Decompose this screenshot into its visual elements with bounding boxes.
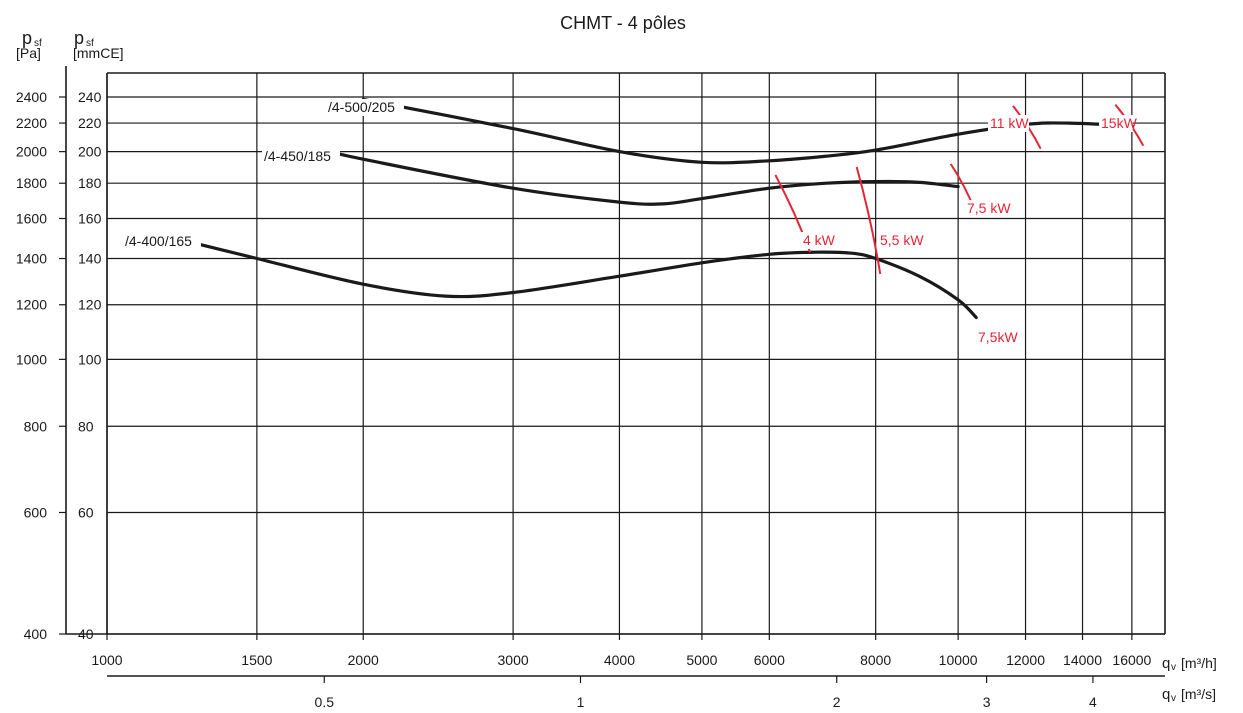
axes xyxy=(65,66,1166,677)
power-label-3: 11 kW xyxy=(990,115,1029,131)
y-axis-mmce-title: p sf [mmCE] xyxy=(73,28,124,61)
curve-label-500-205: /4-500/205 xyxy=(328,99,395,115)
y-tick-label-pa: 2400 xyxy=(16,89,47,105)
x-axis-m3h-title: q v [m³/h] xyxy=(1162,655,1217,673)
x-tick-label-m3h: 2000 xyxy=(348,652,379,668)
fan-curve-line xyxy=(322,148,960,206)
x-axis-m3h-subscript: v xyxy=(1171,662,1176,673)
power-label-1-background xyxy=(878,232,927,249)
x-tick-label-m3h: 14000 xyxy=(1063,652,1102,668)
x-tick-label-m3h: 1500 xyxy=(241,652,272,668)
power-label-4-group: 15kW xyxy=(1099,115,1138,132)
curve-label-400-165-background xyxy=(123,233,201,250)
y-tick-label-pa: 1800 xyxy=(16,175,47,191)
power-label-5: 7,5kW xyxy=(978,329,1018,345)
y-axis-mmce-label: p xyxy=(74,28,84,48)
y-tick-label-mmce: 60 xyxy=(78,504,94,520)
power-label-0-background xyxy=(801,232,835,249)
x-axis-m3s-label: q xyxy=(1162,686,1170,703)
x-tick-label-m3s: 4 xyxy=(1089,694,1097,710)
y-axis-pa-title: p sf [Pa] xyxy=(16,28,42,61)
x-tick-label-m3h: 8000 xyxy=(860,652,891,668)
power-label-2-background xyxy=(965,200,1014,217)
power-label-3-group: 11 kW xyxy=(988,115,1029,132)
power-label-1: 5,5 kW xyxy=(880,232,924,248)
y-axis-pa-label: p xyxy=(22,28,32,48)
y-tick-label-mmce: 200 xyxy=(78,144,102,160)
y-tick-label-mmce: 180 xyxy=(78,175,102,191)
x-tick-label-m3s: 2 xyxy=(833,694,841,710)
x-ticks-m3s: 0.5 1 2 3 4 xyxy=(315,676,1097,710)
curve-labels: /4-400/165/4-450/185/4-500/205 4 kW 5,5 kW… xyxy=(123,99,1138,346)
power-label-3-background xyxy=(988,115,1029,132)
x-tick-label-m3h: 16000 xyxy=(1112,652,1151,668)
y-tick-label-mmce: 140 xyxy=(78,251,102,267)
power-label-2-group: 7,5 kW xyxy=(965,200,1014,217)
y-axis-mmce-subscript: sf xyxy=(86,38,94,49)
fan-curve-line xyxy=(187,240,978,320)
y-axis-mmce-unit: [mmCE] xyxy=(73,45,124,61)
power-label-5-group: 7,5kW xyxy=(976,329,1018,346)
y-tick-label-mmce: 120 xyxy=(78,297,102,313)
power-label-4: 15kW xyxy=(1101,115,1138,131)
y-tick-label-pa: 2000 xyxy=(16,144,47,160)
y-tick-label-pa: 1400 xyxy=(16,251,47,267)
chart-title: CHMT - 4 pôles xyxy=(560,13,686,33)
y-tick-label-mmce: 240 xyxy=(78,89,102,105)
x-tick-label-m3s: 0.5 xyxy=(315,694,335,710)
y-tick-label-mmce: 80 xyxy=(78,418,94,434)
x-tick-label-m3h: 10000 xyxy=(939,652,978,668)
x-tick-label-m3s: 3 xyxy=(983,694,991,710)
y-ticks-pa: 400 600 800 1000 1200 1400 1600 1800 2000 2200 240… xyxy=(16,89,66,642)
x-ticks-m3h: 1000 1500 2000 3000 4000 5000 6000 8000 10000 120… xyxy=(91,634,1152,668)
x-tick-label-m3h: 3000 xyxy=(498,652,529,668)
y-tick-label-pa: 800 xyxy=(24,418,48,434)
x-axis-m3s-subscript: v xyxy=(1171,693,1176,704)
y-tick-label-pa: 600 xyxy=(24,504,48,520)
curve-label-450-185-group: /4-450/185 xyxy=(262,148,340,165)
x-axis-m3s-unit: [m³/s] xyxy=(1181,686,1216,702)
curve-label-500-205-background xyxy=(326,99,404,116)
y-tick-label-mmce: 220 xyxy=(78,115,102,131)
power-label-5-background xyxy=(976,329,1017,346)
x-axis-m3h-label: q xyxy=(1162,655,1170,672)
power-label-2: 7,5 kW xyxy=(967,200,1011,216)
y-tick-label-pa: 2200 xyxy=(16,115,47,131)
x-tick-label-m3h: 4000 xyxy=(604,652,635,668)
y-tick-label-pa: 400 xyxy=(24,626,48,642)
power-label-4-background xyxy=(1099,115,1133,132)
x-tick-label-m3h: 12000 xyxy=(1006,652,1045,668)
y-ticks-mmce: 40 60 80 100 120 140 160 180 200 220 240 xyxy=(78,89,102,642)
x-axis-m3s-title: q v [m³/s] xyxy=(1162,686,1216,704)
y-tick-label-pa: 1000 xyxy=(16,351,47,367)
curve-label-500-205-group: /4-500/205 xyxy=(326,99,404,116)
y-tick-label-pa: 1600 xyxy=(16,211,47,227)
curve-label-400-165-group: /4-400/165 xyxy=(123,233,201,250)
power-line xyxy=(855,166,882,275)
x-axis-m3h-unit: [m³/h] xyxy=(1181,655,1217,671)
power-label-0: 4 kW xyxy=(803,232,836,248)
y-tick-label-mmce: 40 xyxy=(78,626,94,642)
x-tick-label-m3h: 5000 xyxy=(686,652,717,668)
y-axis-pa-subscript: sf xyxy=(34,38,42,49)
y-tick-label-mmce: 160 xyxy=(78,211,102,227)
curve-label-450-185: /4-450/185 xyxy=(264,148,331,164)
y-tick-label-mmce: 100 xyxy=(78,351,102,367)
curve-label-400-165: /4-400/165 xyxy=(125,233,192,249)
x-tick-label-m3s: 1 xyxy=(577,694,585,710)
y-tick-label-pa: 1200 xyxy=(16,297,47,313)
x-tick-label-m3h: 1000 xyxy=(91,652,122,668)
power-label-0-group: 4 kW xyxy=(801,232,836,249)
x-tick-label-m3h: 6000 xyxy=(754,652,785,668)
curve-label-450-185-background xyxy=(262,148,340,165)
y-axis-pa-unit: [Pa] xyxy=(16,45,41,61)
power-label-1-group: 5,5 kW xyxy=(878,232,927,249)
